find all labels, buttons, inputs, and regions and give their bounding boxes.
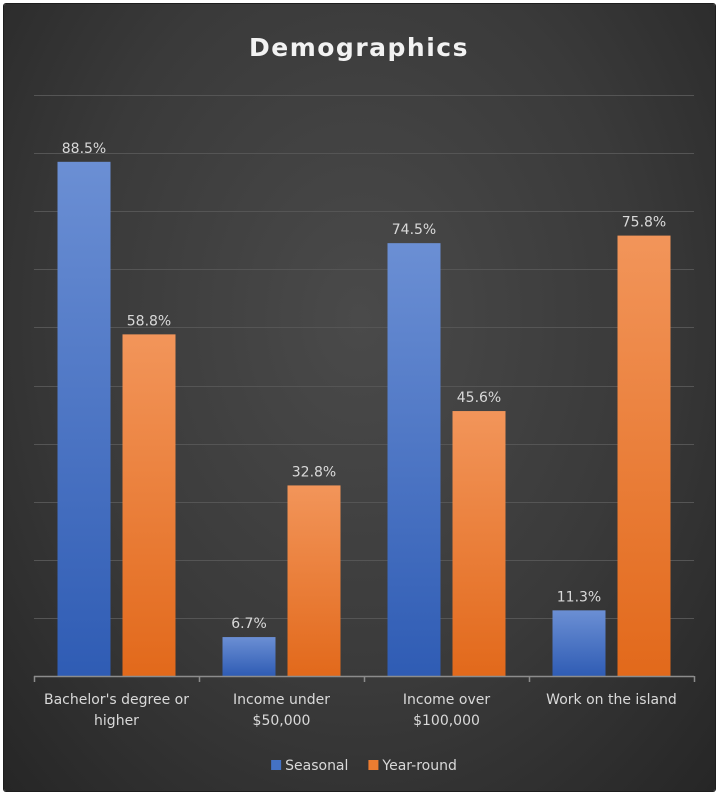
legend-swatch-year-round: [368, 760, 378, 770]
category-label: higher: [94, 713, 139, 729]
legend-swatch-seasonal: [271, 760, 281, 770]
data-label: 6.7%: [231, 616, 267, 632]
bar-seasonal-3: [388, 243, 441, 676]
data-label: 75.8%: [622, 215, 666, 231]
category-label: Income under: [233, 692, 330, 708]
chart-title: Demographics: [249, 33, 469, 62]
category-labels: Bachelor's degree or higher Income under $5…: [44, 692, 677, 729]
category-label: Income over: [403, 692, 490, 708]
bar-seasonal-2: [223, 637, 276, 676]
data-label: 74.5%: [392, 222, 436, 238]
data-label: 45.6%: [457, 390, 501, 406]
legend-label: Seasonal: [285, 758, 348, 774]
data-label: 32.8%: [292, 464, 336, 480]
chart-area: Demographics 88.5% 58.8% 6.7% 32.8% 74.5% 45.…: [4, 4, 715, 791]
chart-canvas: Demographics 88.5% 58.8% 6.7% 32.8% 74.5% 45.…: [4, 4, 715, 791]
bar-year-round-1: [123, 334, 176, 676]
bar-year-round-4: [618, 236, 671, 676]
legend: Seasonal Year-round: [271, 758, 457, 774]
legend-label: Year-round: [381, 758, 456, 774]
data-label: 11.3%: [557, 589, 601, 605]
data-label: 88.5%: [62, 141, 106, 157]
bar-year-round-2: [288, 485, 341, 676]
data-label: 58.8%: [127, 313, 171, 329]
category-label: $100,000: [413, 713, 480, 729]
bar-seasonal-1: [58, 162, 111, 676]
category-label: $50,000: [253, 713, 311, 729]
bar-seasonal-4: [553, 610, 606, 676]
bar-year-round-3: [453, 411, 506, 676]
category-label: Work on the island: [546, 692, 677, 708]
category-label: Bachelor's degree or: [44, 692, 189, 708]
